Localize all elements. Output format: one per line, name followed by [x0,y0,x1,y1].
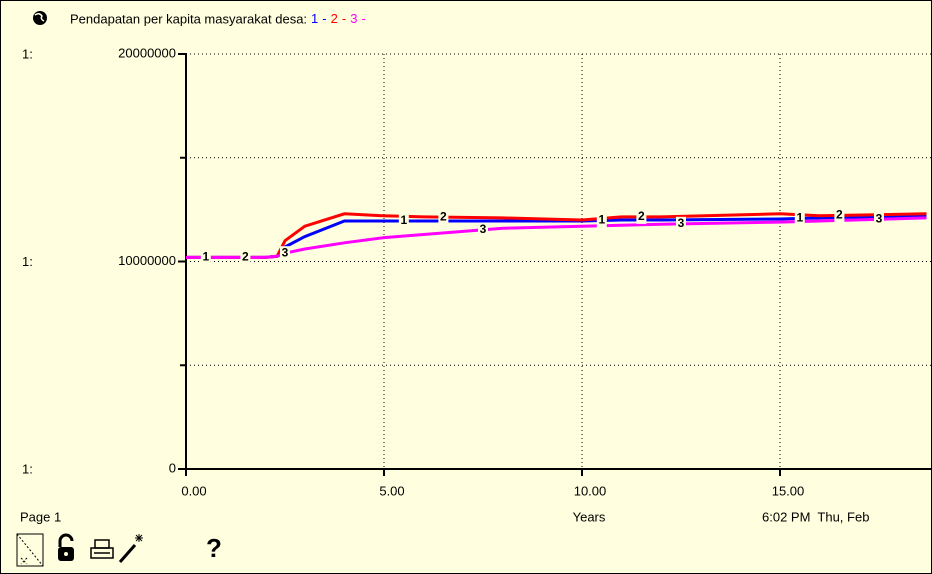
series-marker-bg [636,209,647,224]
x-tick-label: 0.00 [181,483,206,498]
legend-separator: - [342,11,346,26]
series-marker: 3 [282,245,289,259]
print-icon[interactable] [90,539,114,559]
scale-label: 1: [22,254,33,269]
globe-icon [33,11,47,25]
y-tick-label: 10000000 [118,253,176,268]
page-icon-mark [16,533,44,567]
series-marker-bg [438,210,449,225]
series-marker-bg [676,216,686,231]
legend-entry: 1 [311,11,318,26]
lock-icon[interactable] [58,533,74,561]
wand-icon[interactable] [118,534,143,563]
series-marker-bg [240,250,251,265]
legend-separator: - [361,11,365,26]
y-tick-label: 20000000 [118,45,176,60]
scale-label: 1: [22,461,33,476]
help-icon[interactable]: ? [206,533,222,563]
series-marker: 3 [480,222,487,236]
series-marker: 1 [400,213,407,227]
series-marker-bg [794,211,805,226]
series-marker-bg [398,214,409,229]
series-marker: 2 [440,209,447,223]
series-marker: 3 [678,216,685,230]
timestamp: 6:02 PM Thu, Feb [762,509,869,524]
x-tick-label: 15.00 [772,483,805,498]
series-marker: 3 [876,211,883,225]
series-marker: 2 [836,208,843,222]
toolbar: ? [16,533,222,567]
x-axis-label: Years [573,509,606,524]
chart-title: Pendapatan per kapita masyarakat desa: [70,11,307,26]
series-marker: 1 [598,213,605,227]
page-icon[interactable] [16,533,44,567]
series-marker-bg [596,213,607,228]
x-tick-label: 10.00 [574,483,607,498]
y-tick-label: 0 [169,460,176,475]
x-tick-label: 5.00 [379,483,404,498]
series-marker-bg [478,222,488,237]
legend-entry: 2 [331,11,338,26]
legend: 1-2-3- [311,11,366,26]
scale-label: 1: [22,46,33,61]
page-label: Page 1 [20,509,61,524]
series-line [186,216,927,259]
series-marker: 2 [242,250,249,264]
series-marker-bg [280,246,290,261]
series-marker: 1 [796,211,803,225]
series-marker-bg [874,212,884,227]
legend-entry: 3 [350,11,357,26]
series-marker-bg [834,208,845,223]
series-marker: 1 [202,250,209,264]
legend-separator: - [322,11,326,26]
series-marker: 2 [638,209,645,223]
series-marker-bg [200,250,211,265]
